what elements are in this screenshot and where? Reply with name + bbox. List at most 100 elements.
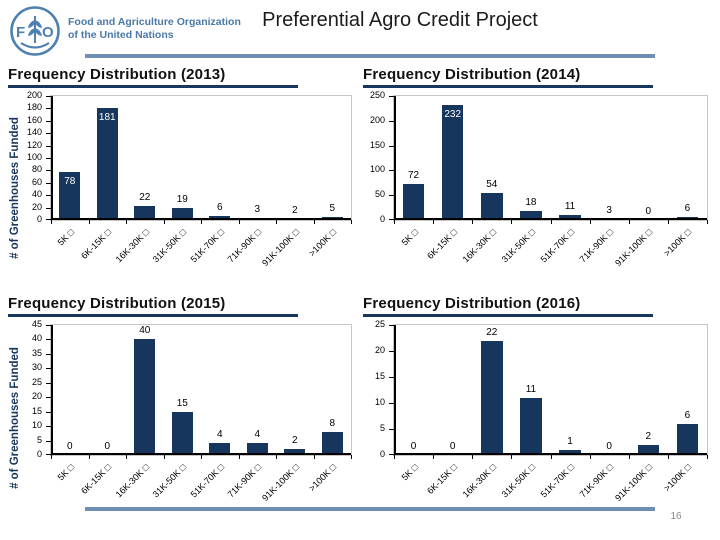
x-tick-mark (394, 455, 395, 459)
bar (284, 449, 306, 455)
y-tick-label: 0 (379, 449, 385, 459)
bar-value-label: 1 (567, 435, 573, 447)
bar-value-label: 11 (525, 383, 537, 395)
y-tick-label: 60 (31, 176, 42, 187)
y-tick-mark (389, 96, 394, 97)
x-tick-mark (707, 455, 708, 459)
chart-title-underline (8, 85, 298, 88)
y-axis-line (394, 325, 396, 455)
y-tick-label: 120 (26, 139, 42, 150)
y-tick-mark (389, 429, 394, 430)
chart-title-underline (8, 314, 298, 317)
plot-area: 0 0 22 11 1 0 2 6 (389, 324, 708, 459)
bar (134, 339, 156, 455)
bar (441, 104, 464, 220)
bar-value-label: 22 (486, 326, 498, 338)
y-tick-mark (46, 325, 51, 326)
x-tick-mark (628, 220, 630, 224)
y-axis-line (51, 96, 53, 220)
bar (171, 411, 193, 455)
y-tick-label: 25 (31, 376, 42, 387)
y-tick-label: 200 (26, 90, 42, 100)
bar (171, 208, 193, 220)
chart-2013: Frequency Distribution (2013) # of Greenh… (8, 66, 356, 281)
bar (481, 193, 503, 220)
x-tick-mark (163, 220, 165, 224)
x-tick-mark (511, 220, 513, 224)
y-tick-mark (46, 195, 51, 197)
x-tick-mark (276, 455, 277, 459)
bar-value-label: 0 (645, 206, 652, 217)
bar-value-label: 72 (408, 170, 420, 182)
bar (96, 107, 118, 220)
x-tick-mark (394, 220, 395, 224)
chart-title-2016: Frequency Distribution (2016) (363, 295, 581, 312)
y-axis-line (51, 325, 53, 455)
x-tick-mark (238, 220, 240, 224)
y-tick-label: 45 (31, 319, 42, 329)
chart-title-2014: Frequency Distribution (2014) (363, 66, 581, 83)
y-tick-mark (389, 145, 394, 147)
y-tick-mark (389, 219, 394, 220)
y-tick-label: 30 (31, 362, 42, 373)
x-tick-mark (433, 220, 435, 224)
bar-value-label: 18 (525, 197, 537, 209)
bar-value-label: 11 (564, 200, 576, 212)
chart-title-underline (363, 314, 653, 317)
bar (246, 443, 268, 455)
y-tick-mark (389, 120, 394, 122)
y-tick-label: 0 (36, 214, 42, 224)
y-tick-label: 150 (369, 139, 385, 150)
x-tick-mark (51, 455, 52, 459)
bar-value-label: 2 (291, 435, 298, 447)
x-tick-mark (351, 455, 352, 459)
bar-value-label: 40 (139, 325, 151, 337)
y-tick-label: 25 (374, 319, 385, 329)
y-tick-label: 40 (31, 189, 42, 200)
y-tick-label: 100 (26, 152, 42, 162)
bar-value-label: 3 (606, 204, 612, 216)
x-tick-mark (126, 455, 127, 459)
fao-org-name: Food and Agriculture Organization of the… (68, 16, 241, 42)
x-tick-mark (472, 220, 474, 224)
bar-value-label: 0 (449, 441, 456, 452)
x-tick-mark (276, 220, 277, 224)
bar (481, 340, 503, 455)
x-tick-mark (201, 455, 202, 459)
y-tick-label: 160 (26, 114, 42, 125)
x-tick-mark (88, 455, 90, 459)
y-tick-label: 20 (31, 391, 42, 402)
y-tick-label: 200 (369, 114, 385, 125)
y-tick-label: 5 (36, 434, 42, 445)
bar-value-label: 15 (176, 397, 188, 409)
y-tick-mark (46, 382, 51, 384)
y-tick-label: 15 (31, 405, 42, 416)
svg-text:F: F (16, 24, 25, 41)
y-tick-mark (389, 454, 394, 455)
bar-value-label: 0 (606, 441, 612, 452)
bar (209, 443, 231, 455)
y-tick-mark (46, 182, 51, 184)
bar-value-label: 6 (684, 409, 691, 421)
bar (321, 431, 343, 455)
header-divider (85, 54, 655, 58)
x-tick-mark (550, 455, 552, 459)
x-tick-mark (667, 455, 669, 459)
y-tick-mark (46, 170, 51, 172)
bar-value-label: 5 (329, 202, 336, 214)
fao-logo: F O (9, 5, 61, 57)
y-axis-line (394, 96, 396, 220)
bar-value-label: 2 (645, 430, 652, 442)
chart-canvas: # of Greenhouses Funded 78 181 22 19 6 3 2 5 0 20 4… (8, 90, 356, 281)
bar-value-label: 19 (176, 194, 188, 206)
x-tick-mark (313, 455, 315, 459)
y-tick-label: 0 (36, 449, 42, 459)
y-tick-mark (46, 145, 51, 147)
page-number: 16 (670, 511, 682, 522)
bar-value-label: 0 (104, 441, 111, 452)
y-tick-label: 50 (374, 189, 385, 200)
y-tick-mark (46, 411, 51, 413)
y-tick-mark (46, 96, 51, 97)
y-tick-label: 20 (31, 201, 42, 212)
bar (637, 444, 660, 455)
